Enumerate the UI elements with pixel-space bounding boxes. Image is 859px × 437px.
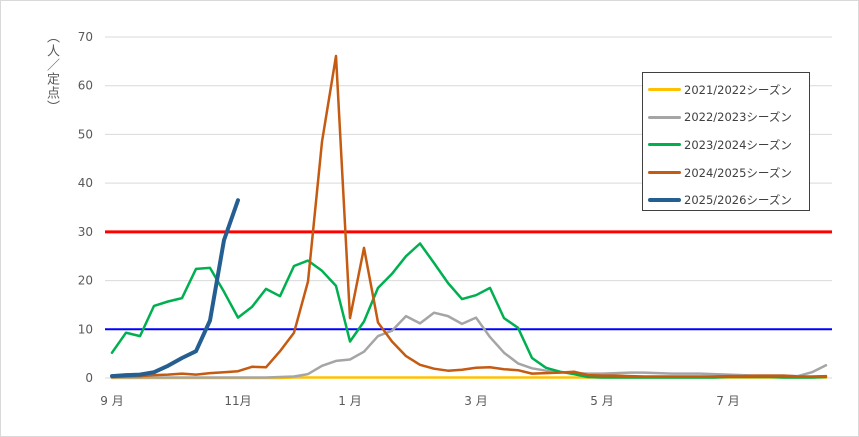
legend-item: 2023/2024シーズン: [643, 131, 809, 159]
legend: 2021/2022シーズン 2022/2023シーズン 2023/2024シーズン 2…: [642, 72, 810, 211]
series-line-2024-2025: [110, 54, 828, 379]
legend-item: 2024/2025シーズン: [643, 159, 809, 187]
y-axis-label: （人／定点）: [44, 30, 59, 114]
y-tick-label: 40: [78, 176, 93, 190]
y-tick-label: 20: [78, 274, 93, 288]
y-tick-label: 60: [78, 79, 93, 93]
x-tick-label: 9 月: [100, 394, 123, 408]
y-tick-label: 50: [78, 127, 93, 141]
legend-swatch: [648, 171, 681, 175]
y-tick-label: 10: [78, 322, 93, 336]
x-tick-label: 5 月: [590, 394, 613, 408]
legend-label: 2023/2024シーズン: [684, 137, 792, 152]
legend-swatch: [648, 115, 681, 119]
x-tick-label: 7 月: [716, 394, 739, 408]
legend-label: 2024/2025シーズン: [684, 165, 792, 180]
legend-swatch: [648, 88, 681, 92]
legend-item: 2021/2022シーズン: [643, 76, 809, 104]
y-tick-label: 30: [78, 225, 93, 239]
y-tick-label: 0: [85, 371, 93, 385]
x-tick-label: 11月: [224, 394, 251, 408]
legend-swatch: [648, 198, 681, 203]
legend-item: 2022/2023シーズン: [643, 104, 809, 132]
legend-label: 2022/2023シーズン: [684, 110, 792, 125]
y-tick-label: 70: [78, 30, 93, 44]
legend-label: 2021/2022シーズン: [684, 82, 792, 97]
legend-label: 2025/2026シーズン: [684, 193, 792, 208]
series-line-2022-2023: [110, 311, 828, 379]
x-tick-label: 1 月: [338, 394, 361, 408]
legend-swatch: [648, 143, 681, 147]
legend-item: 2025/2026シーズン: [643, 186, 809, 214]
series-line-2025-2026: [110, 198, 240, 379]
x-tick-label: 3 月: [464, 394, 487, 408]
